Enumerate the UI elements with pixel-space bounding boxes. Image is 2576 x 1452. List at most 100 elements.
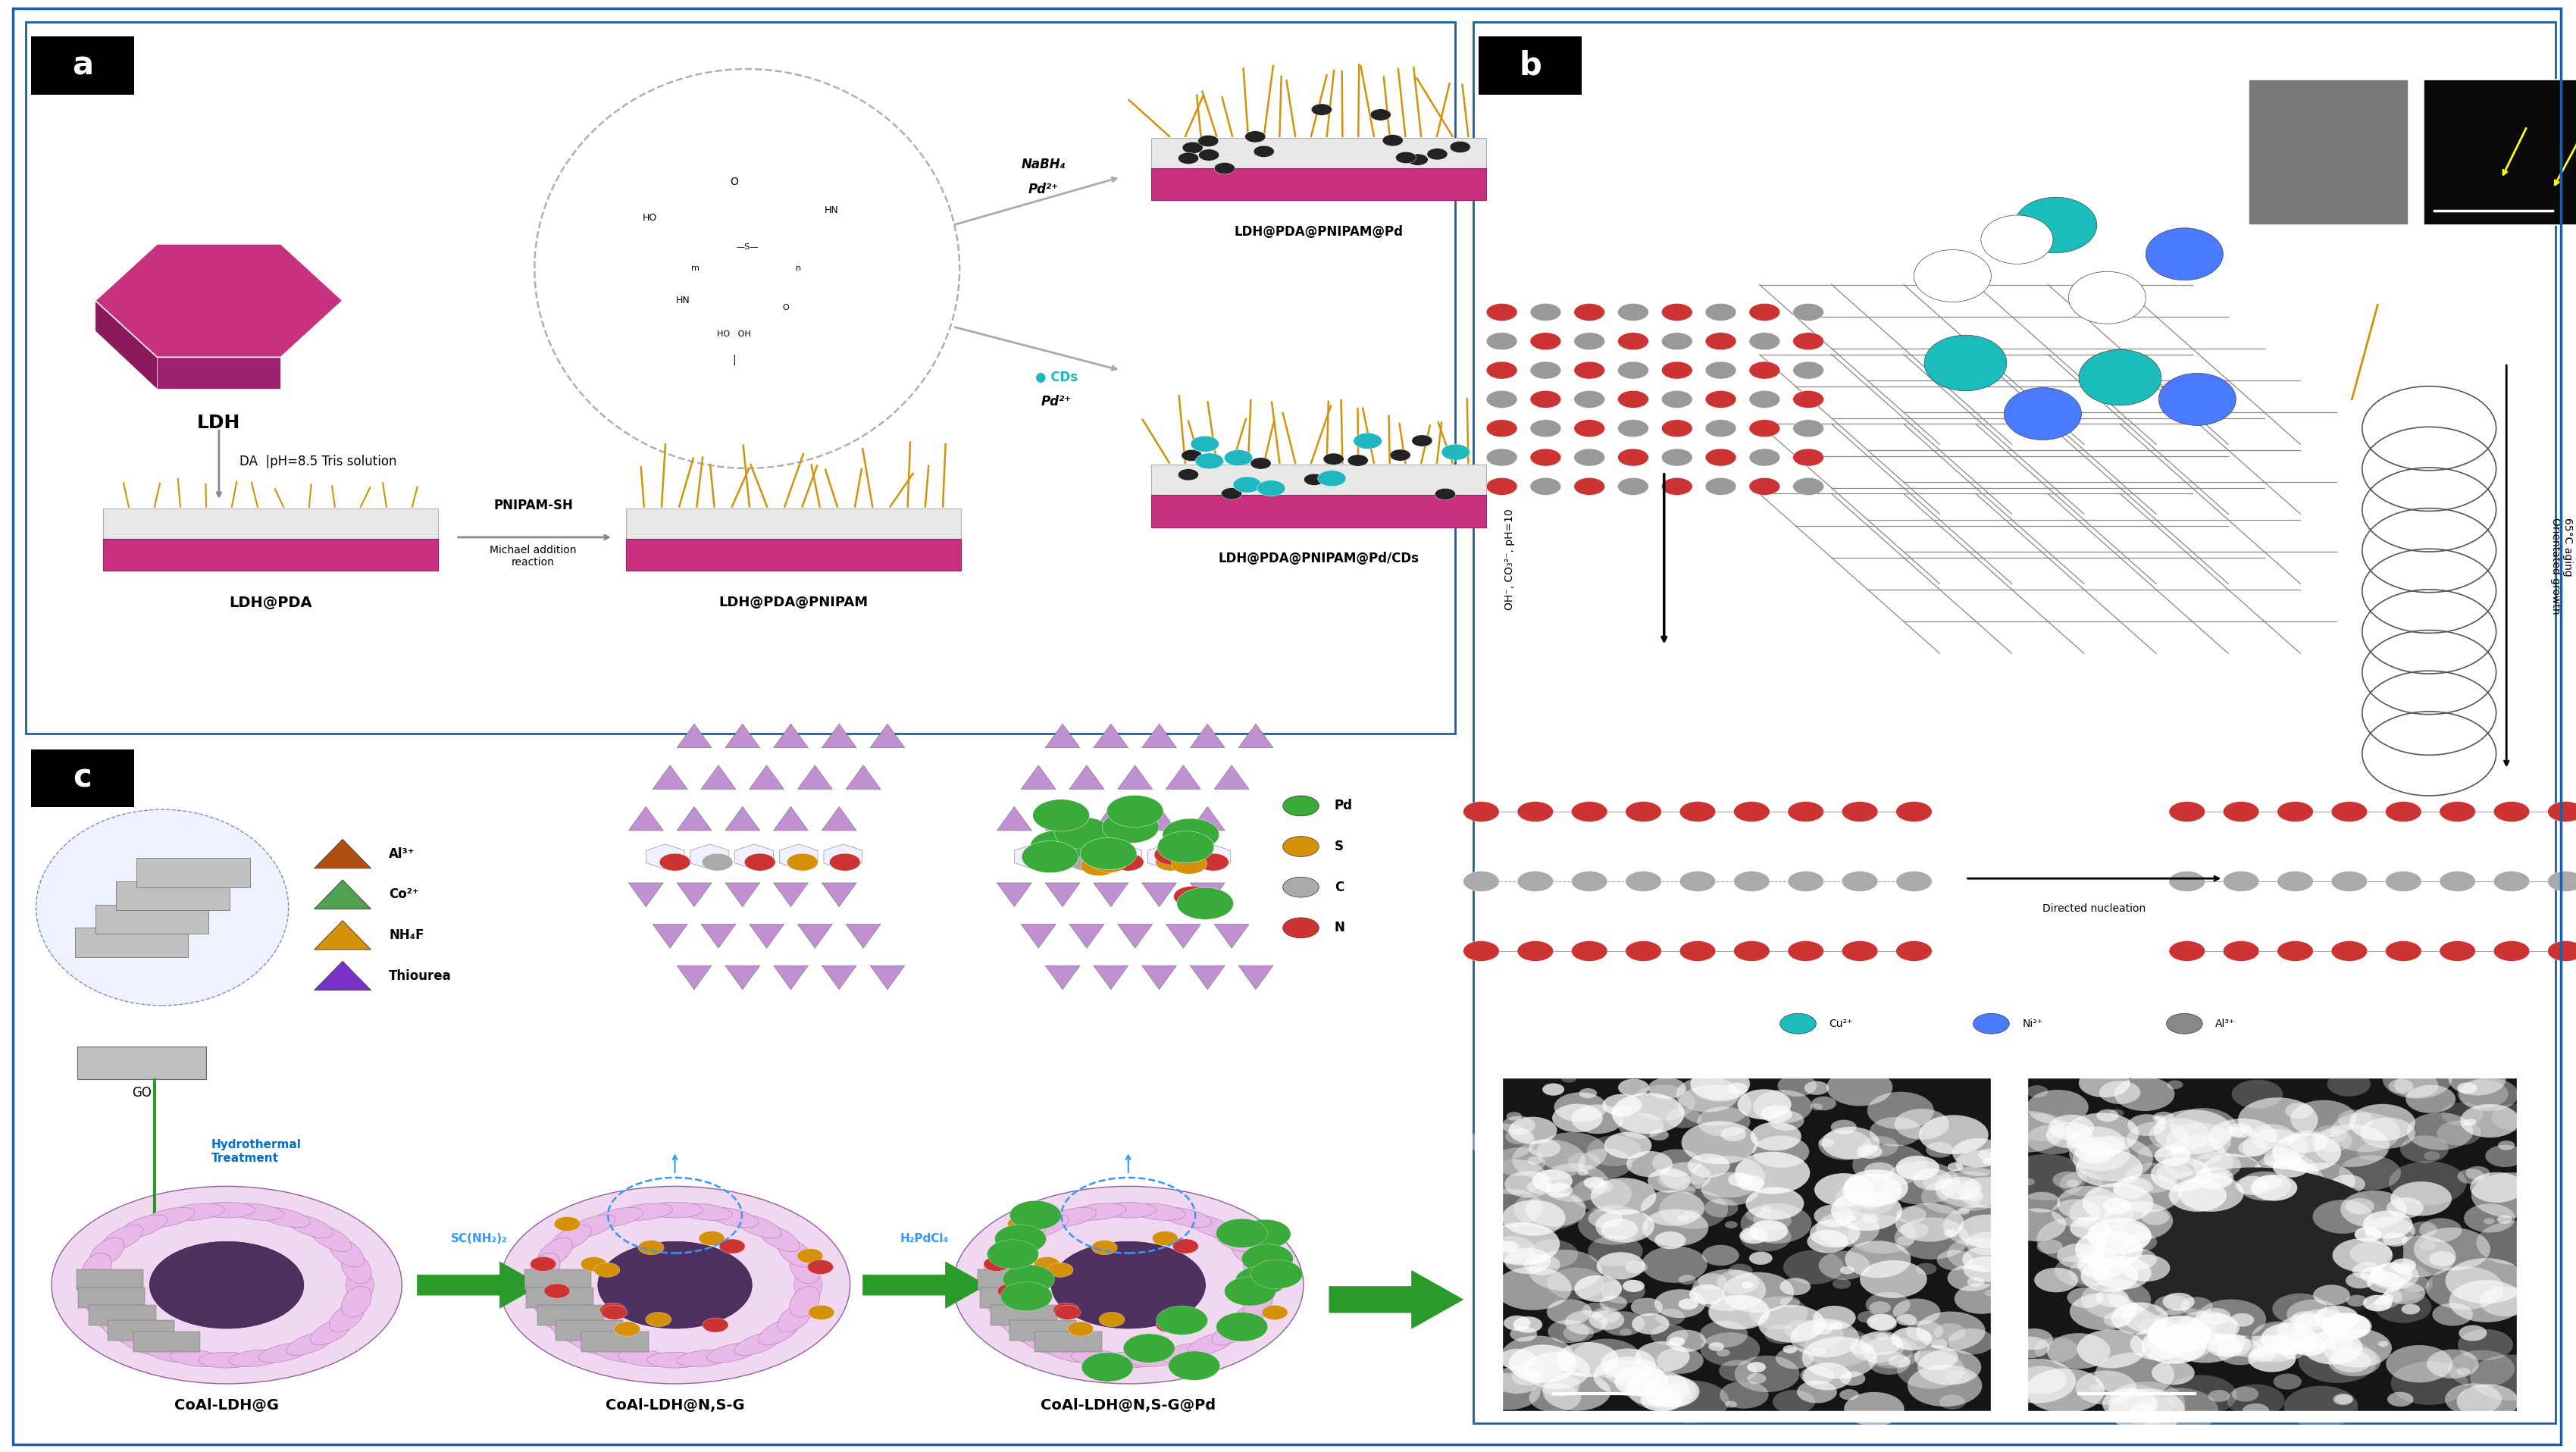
Text: Pd: Pd xyxy=(1334,799,1352,813)
Circle shape xyxy=(1587,1236,1643,1266)
Ellipse shape xyxy=(1023,1215,1069,1239)
Circle shape xyxy=(2205,1172,2231,1186)
Circle shape xyxy=(2391,1259,2416,1273)
Circle shape xyxy=(1690,1156,1765,1198)
Circle shape xyxy=(1752,1090,1814,1124)
Polygon shape xyxy=(95,301,157,389)
Circle shape xyxy=(1834,1182,1896,1217)
Ellipse shape xyxy=(647,1202,703,1218)
Circle shape xyxy=(1546,1182,1571,1198)
Text: Al³⁺: Al³⁺ xyxy=(2215,1018,2236,1029)
Circle shape xyxy=(1370,109,1391,121)
Circle shape xyxy=(2246,1159,2324,1204)
Circle shape xyxy=(1741,1204,1811,1243)
Circle shape xyxy=(1803,1082,1829,1095)
Circle shape xyxy=(1814,1205,1855,1227)
Circle shape xyxy=(1842,802,1878,822)
Circle shape xyxy=(500,1186,850,1384)
Circle shape xyxy=(1577,1169,1589,1176)
Circle shape xyxy=(2290,1323,2326,1343)
Circle shape xyxy=(1788,871,1824,892)
Circle shape xyxy=(2432,1302,2473,1326)
Circle shape xyxy=(2447,1350,2514,1388)
Circle shape xyxy=(1765,1324,1798,1343)
Circle shape xyxy=(2146,1324,2213,1362)
Circle shape xyxy=(1517,1362,1546,1378)
Circle shape xyxy=(1662,362,1692,379)
FancyBboxPatch shape xyxy=(26,22,1455,733)
Polygon shape xyxy=(822,966,855,990)
Ellipse shape xyxy=(1100,1352,1157,1368)
Circle shape xyxy=(1564,1324,1595,1342)
Circle shape xyxy=(2066,1288,2105,1308)
Text: OH⁻, CO₃²⁻, pH=10: OH⁻, CO₃²⁻, pH=10 xyxy=(1504,508,1515,610)
Circle shape xyxy=(1512,1368,1543,1385)
FancyBboxPatch shape xyxy=(626,508,961,540)
Circle shape xyxy=(1947,1265,1994,1291)
Ellipse shape xyxy=(1188,1215,1234,1239)
Text: 65°C aging
Orientated growth: 65°C aging Orientated growth xyxy=(2550,518,2573,614)
Circle shape xyxy=(1618,420,1649,437)
Circle shape xyxy=(1777,1074,1816,1096)
Circle shape xyxy=(1917,1311,1986,1350)
Circle shape xyxy=(1561,1074,1577,1083)
Circle shape xyxy=(2053,1172,2084,1188)
Polygon shape xyxy=(773,807,809,831)
Ellipse shape xyxy=(1211,1318,1252,1345)
Circle shape xyxy=(1100,1313,1126,1327)
Circle shape xyxy=(703,1318,729,1333)
Circle shape xyxy=(2079,1252,2128,1279)
Circle shape xyxy=(2169,802,2205,822)
Text: Pd²⁺: Pd²⁺ xyxy=(1028,183,1059,196)
Circle shape xyxy=(1471,1124,1535,1160)
Circle shape xyxy=(1698,1273,1726,1289)
Ellipse shape xyxy=(992,1302,1025,1333)
Circle shape xyxy=(2249,1345,2295,1372)
Circle shape xyxy=(1829,1321,1842,1329)
Circle shape xyxy=(1592,1307,1620,1323)
Circle shape xyxy=(2027,1124,2079,1154)
Polygon shape xyxy=(701,765,737,790)
Circle shape xyxy=(2166,1122,2231,1159)
Circle shape xyxy=(1530,478,1561,495)
Ellipse shape xyxy=(1131,1350,1185,1366)
Circle shape xyxy=(1564,1310,1607,1334)
Circle shape xyxy=(1574,333,1605,350)
Circle shape xyxy=(2231,1387,2259,1401)
Circle shape xyxy=(2148,1316,2213,1352)
Circle shape xyxy=(1687,1175,1705,1185)
Circle shape xyxy=(2483,1218,2494,1224)
Circle shape xyxy=(999,1282,1051,1311)
Circle shape xyxy=(2264,1149,2300,1169)
Circle shape xyxy=(1154,854,1185,871)
Circle shape xyxy=(1935,1323,1965,1342)
Circle shape xyxy=(1783,1345,1798,1353)
Circle shape xyxy=(1383,135,1404,147)
Circle shape xyxy=(2427,1266,2504,1310)
Circle shape xyxy=(2110,1302,2169,1334)
Ellipse shape xyxy=(1244,1286,1273,1317)
Ellipse shape xyxy=(1211,1225,1252,1252)
Circle shape xyxy=(2496,1215,2512,1224)
Circle shape xyxy=(2378,1342,2388,1347)
Circle shape xyxy=(1868,1092,1935,1130)
Text: HN: HN xyxy=(675,296,690,305)
Circle shape xyxy=(1963,1256,2009,1282)
FancyBboxPatch shape xyxy=(1010,1320,1077,1340)
Circle shape xyxy=(1842,941,1878,961)
Circle shape xyxy=(1239,1220,1291,1249)
Circle shape xyxy=(1654,1381,1728,1423)
Circle shape xyxy=(1406,154,1427,166)
Circle shape xyxy=(2339,1156,2401,1191)
Circle shape xyxy=(1868,1314,1896,1330)
Text: LDH: LDH xyxy=(198,414,240,433)
Circle shape xyxy=(2087,1218,2151,1255)
Circle shape xyxy=(1182,142,1203,154)
Polygon shape xyxy=(1190,725,1224,748)
FancyBboxPatch shape xyxy=(103,508,438,540)
Polygon shape xyxy=(871,725,904,748)
Circle shape xyxy=(2463,1118,2476,1125)
Circle shape xyxy=(1896,1314,1917,1326)
Circle shape xyxy=(1862,1336,1914,1366)
Circle shape xyxy=(2166,1080,2182,1089)
